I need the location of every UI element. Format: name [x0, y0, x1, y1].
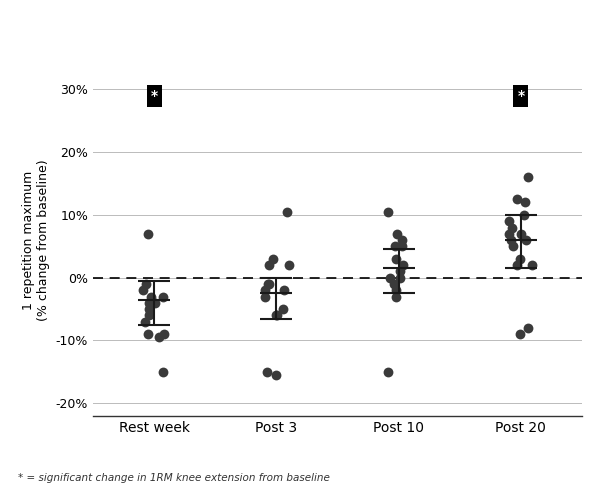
Y-axis label: 1 repetition maximum
(% change from baseline): 1 repetition maximum (% change from base…	[22, 159, 50, 321]
Point	[143, 330, 153, 338]
Point	[383, 208, 393, 216]
Point	[391, 286, 401, 294]
Point	[145, 305, 154, 313]
Text: Increase in 1RM of knee extension: Increase in 1RM of knee extension	[112, 21, 376, 36]
Point	[143, 230, 153, 238]
Point	[521, 236, 530, 244]
Point	[507, 224, 517, 232]
Point	[278, 305, 287, 313]
Point	[523, 324, 533, 332]
Point	[520, 211, 529, 219]
Point	[260, 293, 270, 300]
Point	[509, 243, 518, 250]
Point	[515, 330, 524, 338]
Point	[264, 261, 274, 269]
Point	[395, 267, 404, 275]
Point	[391, 243, 400, 250]
Point	[284, 261, 293, 269]
Point	[392, 293, 401, 300]
Point	[263, 280, 273, 288]
Point	[145, 311, 154, 319]
Point	[383, 368, 392, 376]
Point	[265, 280, 274, 288]
Point	[271, 311, 281, 319]
Text: *: *	[151, 89, 158, 103]
Point	[260, 286, 270, 294]
Point	[392, 230, 401, 238]
Point	[140, 318, 149, 326]
Point	[395, 274, 404, 282]
Point	[283, 208, 292, 216]
Point	[523, 173, 532, 181]
Point	[521, 198, 530, 206]
Point	[158, 368, 168, 376]
Text: Figure 5: Figure 5	[12, 19, 103, 38]
Point	[139, 286, 148, 294]
Point	[268, 255, 278, 263]
Point	[391, 255, 401, 263]
Point	[158, 293, 167, 300]
Point	[505, 230, 514, 238]
Point	[506, 236, 515, 244]
Point	[397, 243, 406, 250]
Point	[505, 217, 514, 225]
Point	[516, 230, 526, 238]
Point	[272, 311, 281, 319]
Point	[398, 261, 407, 269]
Point	[515, 255, 524, 263]
Point	[144, 299, 154, 307]
Point	[262, 368, 272, 376]
Point	[150, 299, 160, 307]
Point	[271, 371, 280, 379]
Point	[146, 293, 155, 300]
Text: * = significant change in 1RM knee extension from baseline: * = significant change in 1RM knee exten…	[18, 473, 330, 483]
Point	[512, 196, 522, 203]
Point	[397, 236, 407, 244]
Point	[385, 274, 395, 282]
Point	[155, 334, 164, 342]
Text: *: *	[517, 89, 524, 103]
Point	[527, 261, 537, 269]
Point	[160, 330, 169, 338]
Point	[512, 261, 521, 269]
Point	[389, 280, 398, 288]
Point	[279, 286, 289, 294]
Point	[142, 280, 151, 288]
